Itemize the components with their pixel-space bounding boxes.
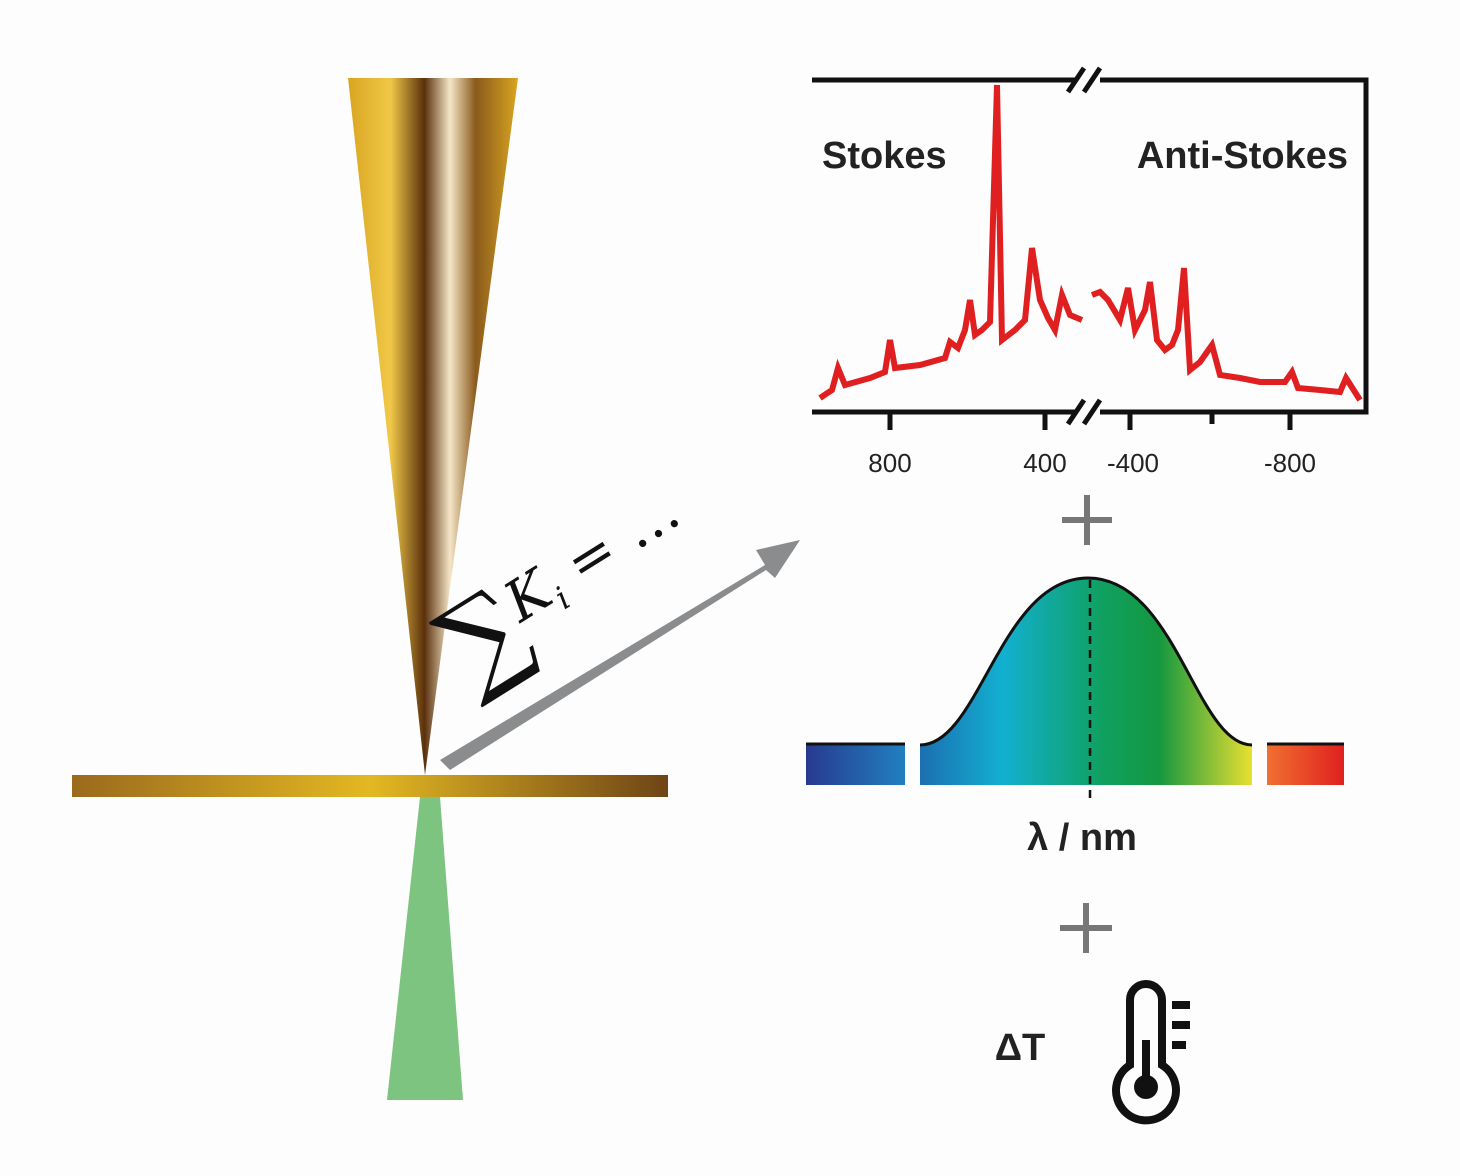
thermometer-icon bbox=[1112, 980, 1190, 1125]
plus-signs bbox=[1060, 495, 1112, 953]
gaussian-outline bbox=[919, 576, 1253, 747]
frame bbox=[812, 77, 1369, 415]
stokes-curve bbox=[818, 84, 1084, 401]
temperature-label: ΔT bbox=[995, 1027, 1046, 1069]
emission-band: λ / nm bbox=[806, 576, 1344, 859]
formula-rest: = … bbox=[554, 478, 691, 597]
tick-label: 400 bbox=[1023, 448, 1066, 478]
tick-label: -400 bbox=[1107, 448, 1159, 478]
anti-stokes-curve bbox=[1090, 267, 1363, 402]
arrow bbox=[440, 540, 800, 770]
blue-strip bbox=[806, 743, 905, 785]
gaussian bbox=[920, 578, 1252, 785]
tick-label: 800 bbox=[868, 448, 911, 478]
wavelength-label: λ / nm bbox=[1027, 817, 1137, 859]
tick-marks bbox=[887, 412, 1293, 430]
red-strip bbox=[1267, 743, 1344, 785]
substrate bbox=[72, 775, 668, 797]
stokes-label: Stokes bbox=[822, 135, 947, 177]
axis-break bbox=[1065, 66, 1103, 426]
laser-beam bbox=[387, 797, 463, 1100]
tick-label: -800 bbox=[1264, 448, 1316, 478]
spectrum: Stokes Anti-Stokes 800 400 -400 -800 bbox=[812, 66, 1369, 478]
anti-stokes-label: Anti-Stokes bbox=[1137, 135, 1348, 177]
tip bbox=[348, 78, 518, 775]
